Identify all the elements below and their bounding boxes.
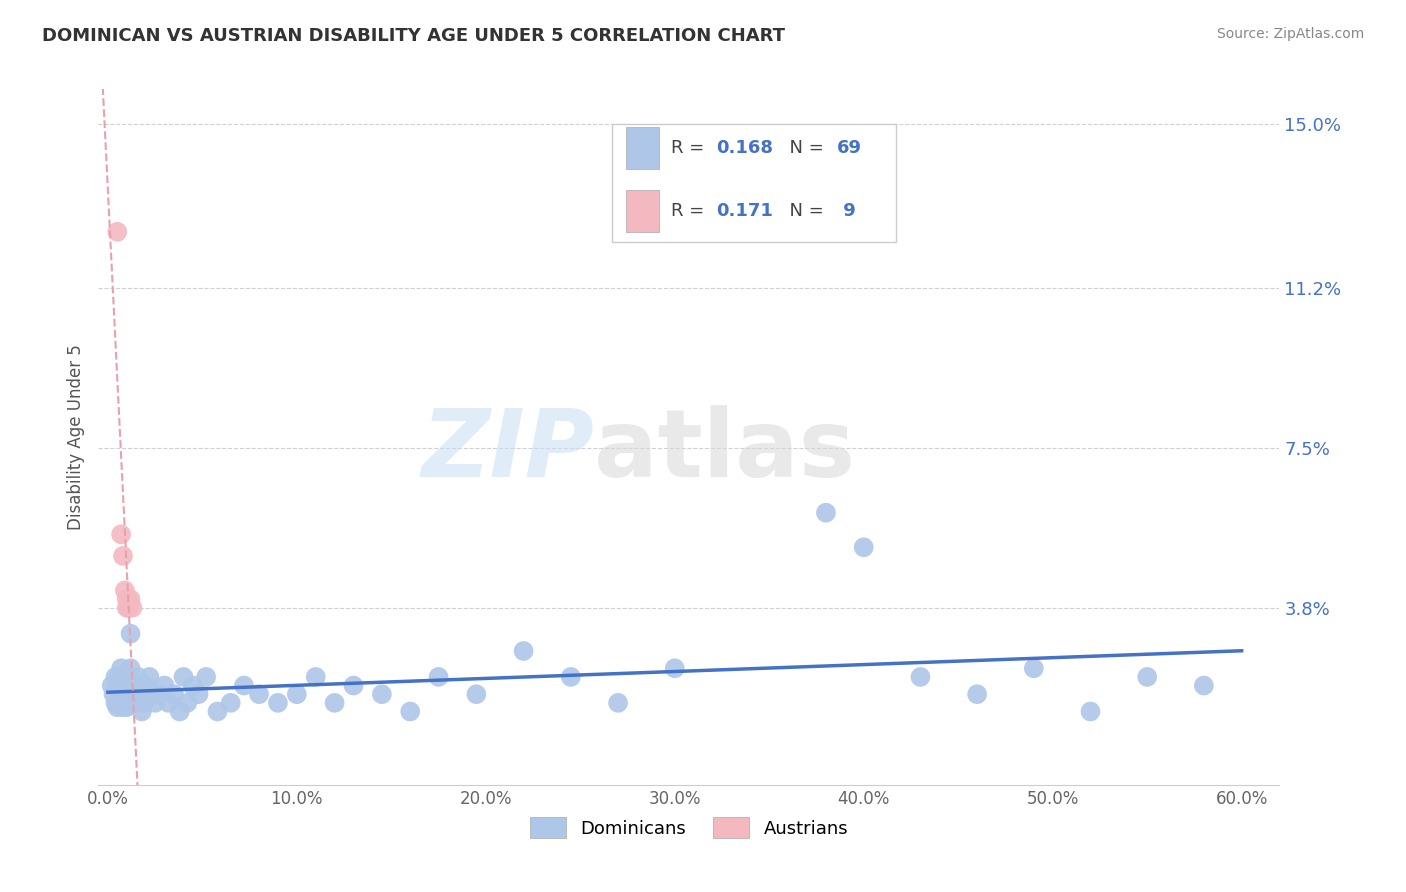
Point <box>105 225 128 239</box>
Point <box>120 592 142 607</box>
Point <box>115 670 138 684</box>
Point <box>136 687 159 701</box>
Point <box>285 687 308 701</box>
Point <box>115 687 138 701</box>
Point <box>103 687 125 701</box>
Point <box>148 687 170 701</box>
Bar <box>626 128 659 169</box>
Point <box>127 670 149 684</box>
Point <box>118 679 141 693</box>
Point <box>399 705 422 719</box>
Point <box>910 670 932 684</box>
Point <box>172 670 194 684</box>
Legend: Dominicans, Austrians: Dominicans, Austrians <box>523 810 855 846</box>
Y-axis label: Disability Age Under 5: Disability Age Under 5 <box>66 344 84 530</box>
Point <box>157 696 180 710</box>
Point <box>110 696 132 710</box>
Point <box>267 696 290 710</box>
Point <box>169 705 191 719</box>
Point <box>129 687 152 701</box>
Point <box>105 679 128 693</box>
Point <box>111 700 134 714</box>
Point <box>121 687 143 701</box>
Point <box>105 700 128 714</box>
Point <box>131 705 153 719</box>
Text: R =: R = <box>671 202 710 220</box>
Point <box>176 696 198 710</box>
FancyBboxPatch shape <box>612 124 896 243</box>
Point <box>120 661 142 675</box>
Point <box>125 696 148 710</box>
Point <box>110 661 132 675</box>
Point <box>342 679 364 693</box>
Point <box>114 696 136 710</box>
Point <box>118 600 141 615</box>
Point <box>1192 679 1215 693</box>
Point <box>111 687 134 701</box>
Point <box>132 696 155 710</box>
Text: N =: N = <box>778 202 830 220</box>
Point <box>111 670 134 684</box>
Point <box>465 687 488 701</box>
Point <box>108 670 131 684</box>
Point <box>111 549 134 563</box>
Point <box>427 670 450 684</box>
Point <box>966 687 988 701</box>
Point <box>232 679 254 693</box>
Point <box>121 600 143 615</box>
Point <box>607 696 630 710</box>
Point <box>1022 661 1045 675</box>
Point <box>181 679 204 693</box>
Point <box>118 696 141 710</box>
Point <box>115 700 138 714</box>
Point <box>195 670 218 684</box>
Point <box>247 687 270 701</box>
Point <box>143 696 166 710</box>
Point <box>100 679 122 693</box>
Point <box>371 687 394 701</box>
Text: 9: 9 <box>837 202 855 220</box>
Point <box>323 696 346 710</box>
Point <box>852 541 875 555</box>
Point <box>114 583 136 598</box>
Point <box>138 670 160 684</box>
Point <box>120 626 142 640</box>
Point <box>108 687 131 701</box>
Text: 0.171: 0.171 <box>716 202 773 220</box>
Point <box>219 696 242 710</box>
Point <box>207 705 229 719</box>
Point <box>115 592 138 607</box>
Text: R =: R = <box>671 139 710 157</box>
Text: atlas: atlas <box>595 405 855 497</box>
Text: ZIP: ZIP <box>422 405 595 497</box>
Point <box>115 600 138 615</box>
Point <box>814 506 837 520</box>
Text: 0.168: 0.168 <box>716 139 773 157</box>
Point <box>153 679 176 693</box>
Text: DOMINICAN VS AUSTRIAN DISABILITY AGE UNDER 5 CORRELATION CHART: DOMINICAN VS AUSTRIAN DISABILITY AGE UND… <box>42 27 785 45</box>
Point <box>305 670 328 684</box>
Text: 69: 69 <box>837 139 862 157</box>
Point <box>104 670 127 684</box>
Point <box>163 687 186 701</box>
Point <box>110 679 132 693</box>
Point <box>124 679 146 693</box>
Bar <box>626 190 659 232</box>
Point <box>1136 670 1159 684</box>
Point <box>187 687 209 701</box>
Point <box>135 679 157 693</box>
Point <box>560 670 582 684</box>
Point <box>664 661 686 675</box>
Text: N =: N = <box>778 139 830 157</box>
Point <box>512 644 534 658</box>
Point <box>1080 705 1102 719</box>
Point <box>114 679 136 693</box>
Text: Source: ZipAtlas.com: Source: ZipAtlas.com <box>1216 27 1364 41</box>
Point <box>110 527 132 541</box>
Point <box>104 696 127 710</box>
